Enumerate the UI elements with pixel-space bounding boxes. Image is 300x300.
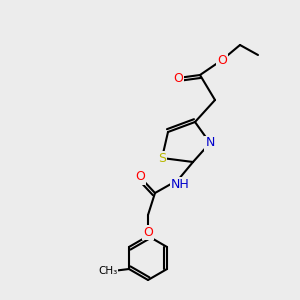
Text: O: O: [217, 53, 227, 67]
Text: N: N: [205, 136, 215, 149]
Text: S: S: [158, 152, 166, 164]
Text: O: O: [135, 170, 145, 184]
Text: O: O: [173, 71, 183, 85]
Text: CH₃: CH₃: [98, 266, 118, 276]
Text: O: O: [143, 226, 153, 238]
Text: NH: NH: [171, 178, 189, 190]
